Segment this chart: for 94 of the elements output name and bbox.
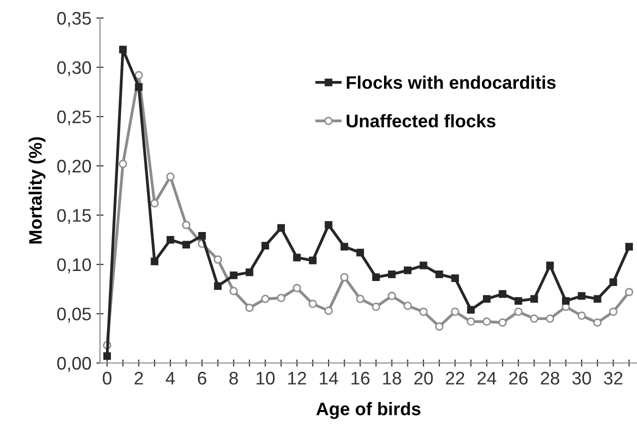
point xyxy=(324,306,333,315)
point xyxy=(514,297,522,305)
point xyxy=(261,242,270,250)
point xyxy=(308,300,317,308)
point xyxy=(482,295,491,303)
point xyxy=(150,258,158,266)
point xyxy=(372,302,380,311)
point xyxy=(593,318,602,327)
y-tick-label: 0,10 xyxy=(57,258,91,274)
point xyxy=(214,255,222,264)
point xyxy=(356,248,364,256)
point xyxy=(419,308,428,316)
point xyxy=(514,308,523,316)
x-tick-label: 4 xyxy=(166,372,175,384)
point xyxy=(308,256,317,264)
point xyxy=(119,46,127,54)
point xyxy=(103,352,111,360)
point xyxy=(388,292,396,300)
point xyxy=(546,314,554,323)
point xyxy=(324,221,332,229)
x-tick-label: 0 xyxy=(102,372,112,385)
x-tick-label: 2 xyxy=(134,372,143,384)
point xyxy=(134,71,143,80)
point xyxy=(466,317,476,326)
point xyxy=(624,288,634,296)
x-tick-label: 20 xyxy=(414,372,433,385)
x-tick-label: 14 xyxy=(320,372,338,384)
point xyxy=(229,286,238,296)
legend-label: Flocks with endocarditis xyxy=(346,76,556,89)
x-tick-label: 30 xyxy=(572,372,591,385)
point xyxy=(404,266,412,274)
point xyxy=(356,294,364,304)
point xyxy=(467,306,475,314)
x-tick-label: 28 xyxy=(540,372,560,385)
legend-label: Unaffected flocks xyxy=(346,114,496,128)
point xyxy=(388,270,396,278)
point xyxy=(435,322,444,331)
point xyxy=(578,292,586,300)
point xyxy=(482,317,491,326)
y-tick-label: 0,05 xyxy=(57,308,91,323)
point xyxy=(498,318,507,327)
point xyxy=(498,290,506,298)
y-tick-label: 0,25 xyxy=(57,110,91,126)
x-tick-label: 24 xyxy=(478,372,496,384)
point xyxy=(609,278,618,286)
point xyxy=(577,312,586,320)
x-tick-label: 16 xyxy=(352,372,370,385)
point xyxy=(594,295,602,303)
y-tick-label: 0,15 xyxy=(57,209,91,224)
point xyxy=(198,232,206,240)
point xyxy=(293,254,301,262)
point xyxy=(245,304,254,312)
point xyxy=(625,242,633,251)
point xyxy=(530,295,538,303)
point xyxy=(420,262,428,270)
point xyxy=(435,270,444,278)
point xyxy=(166,172,175,181)
y-tick-label: 0,35 xyxy=(57,12,91,27)
point xyxy=(450,308,460,316)
x-axis-title: Age of birds xyxy=(316,402,420,419)
x-tick-label: 32 xyxy=(604,372,622,385)
point xyxy=(340,242,348,251)
x-tick-label: 22 xyxy=(446,372,464,384)
point xyxy=(118,160,128,168)
point xyxy=(214,282,222,290)
point xyxy=(277,224,285,232)
point xyxy=(182,220,190,230)
point xyxy=(562,297,570,305)
x-tick-label: 12 xyxy=(288,372,306,384)
point xyxy=(292,284,302,292)
point xyxy=(261,294,270,304)
point xyxy=(134,83,143,91)
point xyxy=(230,271,238,280)
point xyxy=(150,199,159,208)
point xyxy=(340,273,349,282)
point xyxy=(246,268,254,276)
x-tick-label: 18 xyxy=(383,372,402,385)
point xyxy=(166,236,174,244)
y-tick-label: 0,30 xyxy=(57,61,91,76)
x-tick-label: 26 xyxy=(509,372,528,385)
point xyxy=(609,308,618,316)
point xyxy=(546,262,554,270)
point xyxy=(372,273,380,282)
y-tick-label: 0,20 xyxy=(57,160,91,175)
point xyxy=(530,314,538,323)
x-tick-label: 8 xyxy=(229,372,238,385)
x-tick-label: 10 xyxy=(256,372,275,385)
point xyxy=(403,302,412,310)
point xyxy=(451,274,459,282)
y-axis-title: Mortality (%) xyxy=(28,137,46,244)
x-tick-label: 6 xyxy=(198,372,206,385)
y-tick-label: 0,00 xyxy=(57,356,91,372)
point xyxy=(276,294,286,302)
point xyxy=(182,240,190,249)
